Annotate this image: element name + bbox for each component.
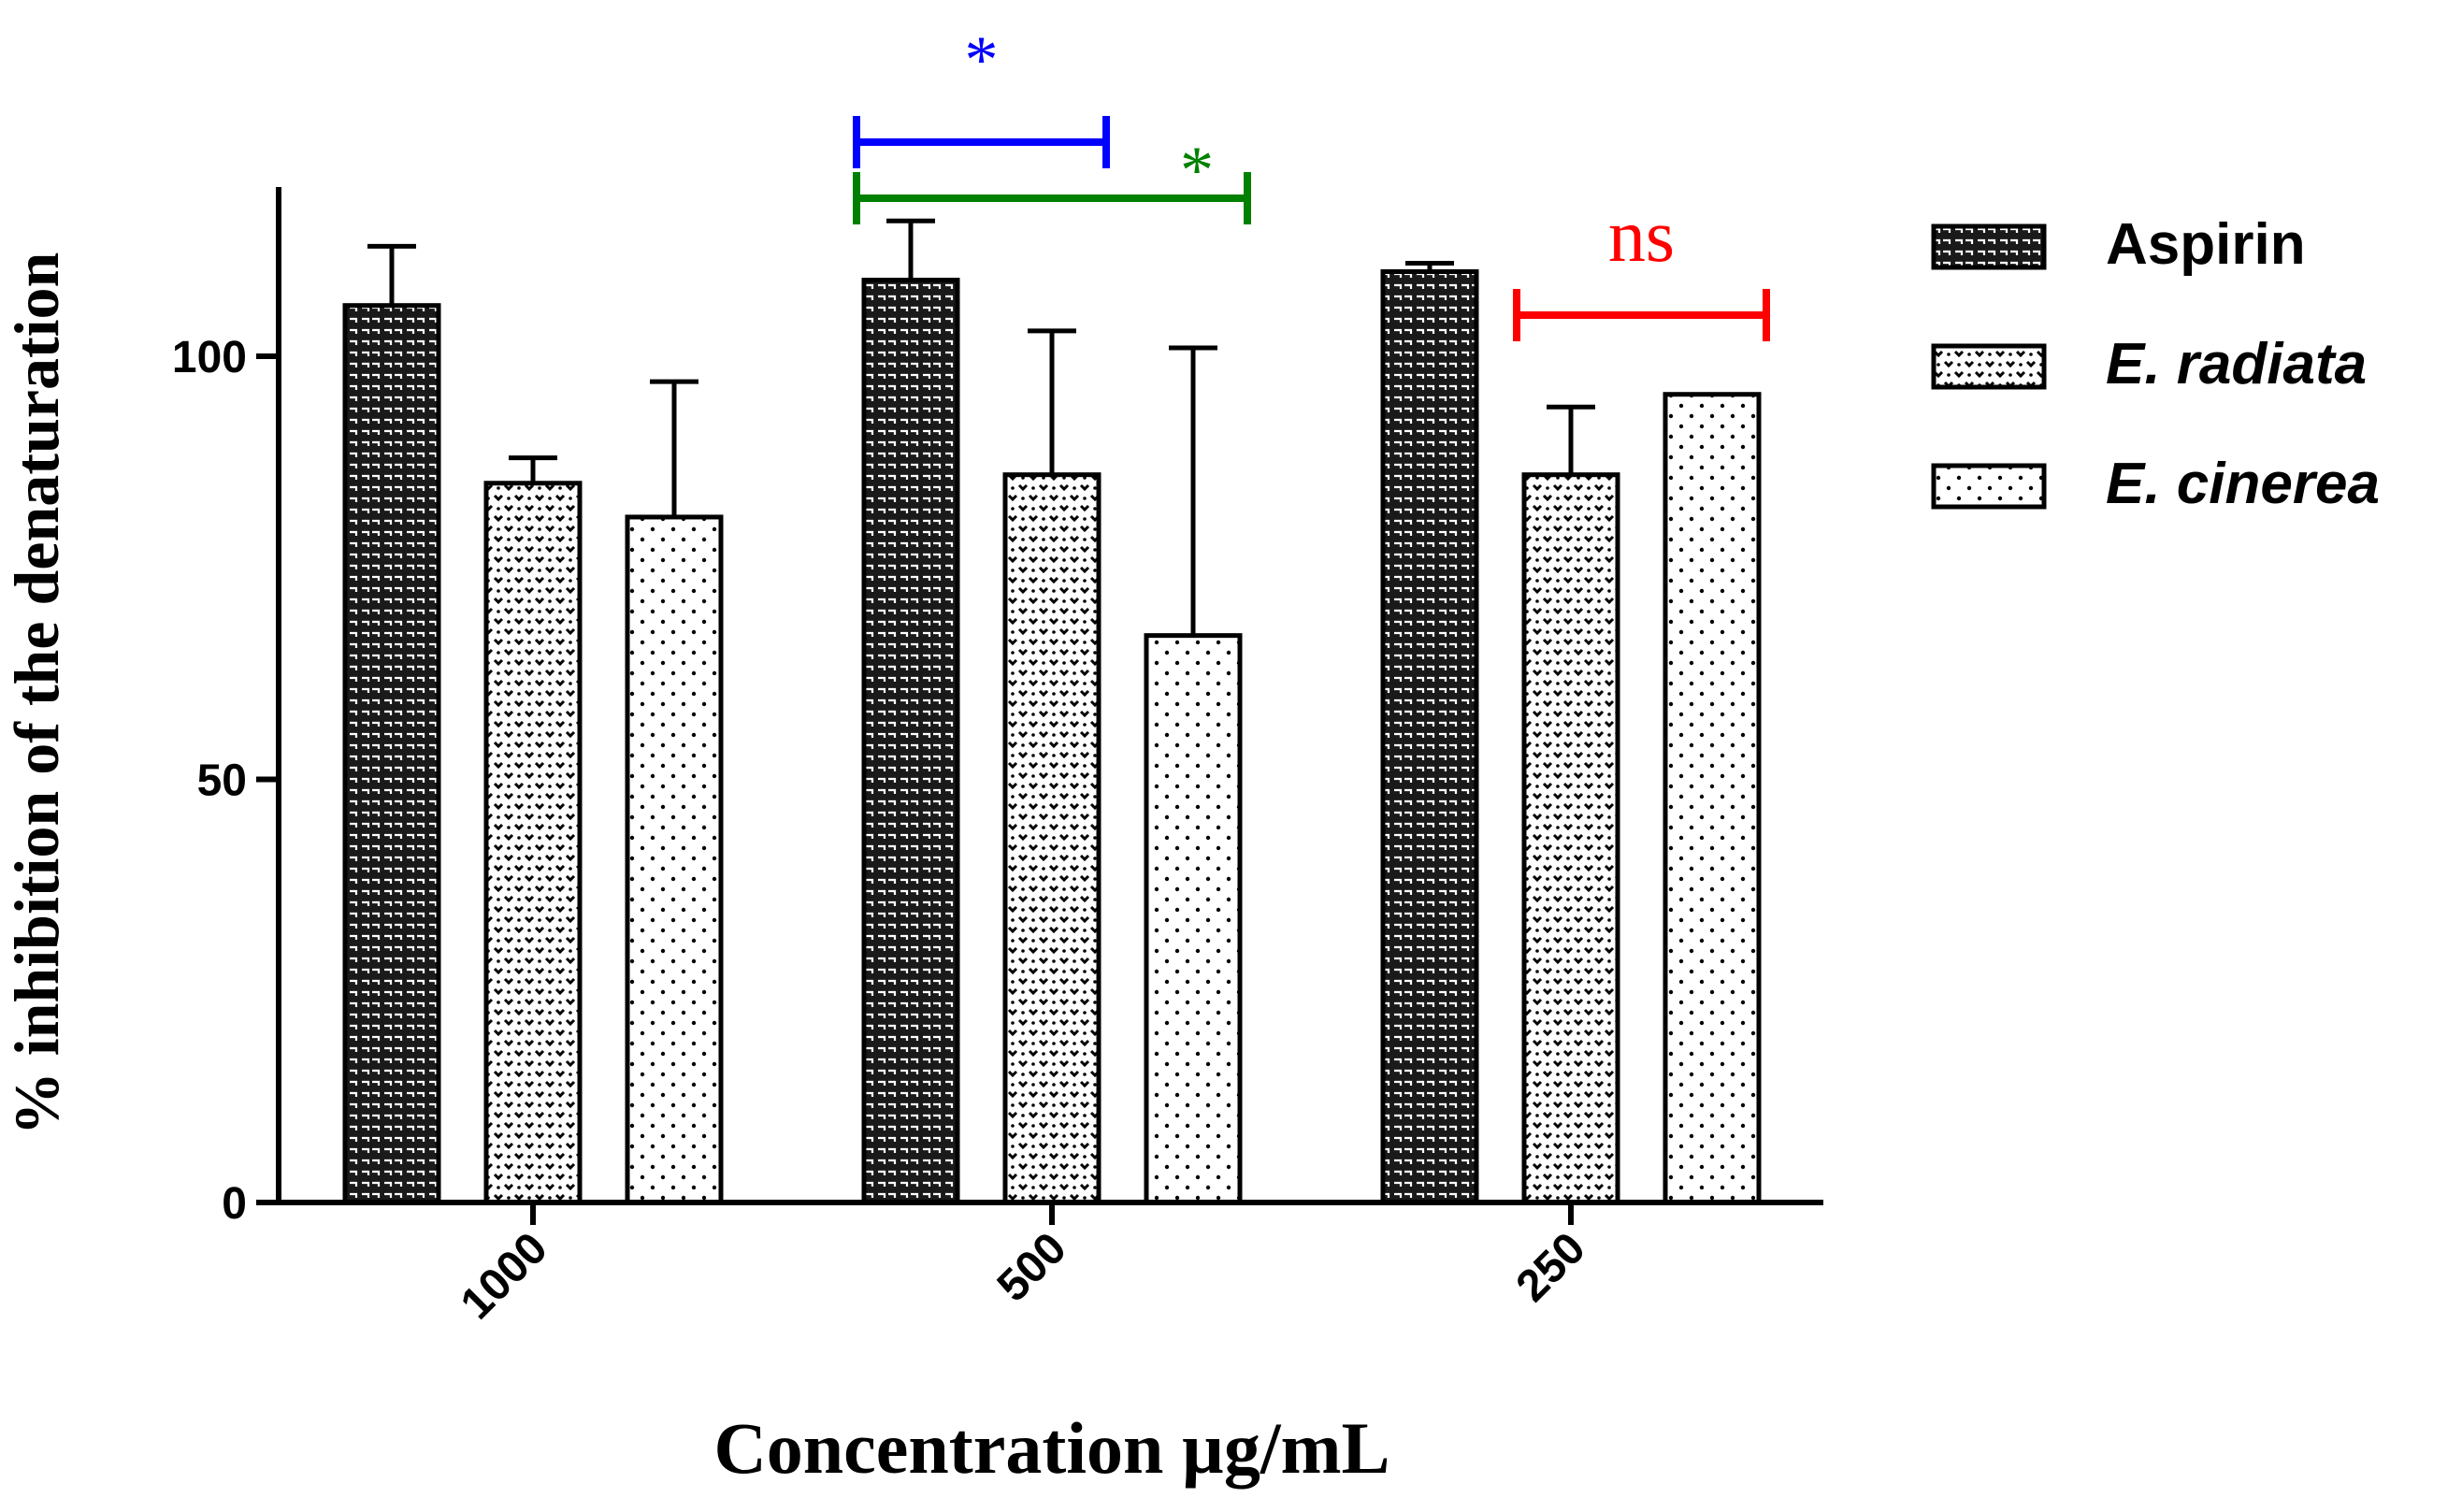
legend-label: Aspirin (2106, 212, 2306, 277)
y-tick-label: 100 (172, 333, 247, 382)
legend-item-aspirin: Aspirin (1931, 212, 2306, 277)
legend-swatch (1931, 223, 2047, 270)
x-axis-title: Concentration µg/mL (713, 1407, 1389, 1489)
significance-annotations: * * ns (853, 22, 1770, 341)
bar-e-cinerea-250 (1663, 392, 1762, 1205)
x-ticks: 1000 500 250 (452, 1202, 1595, 1329)
legend-swatch (1931, 343, 2047, 390)
bar-e-radiata-500 (1002, 472, 1101, 1205)
error-bars-layer (367, 218, 1595, 636)
significance-label: ns (1608, 195, 1675, 278)
legend-label: E. radiata (2106, 332, 2367, 396)
y-ticks: 0 50 100 (172, 333, 279, 1229)
significance-bracket: * (853, 22, 1110, 168)
bar-e-radiata-1000 (483, 481, 583, 1205)
legend-item-e-radiata: E. radiata (1931, 332, 2367, 396)
y-tick-label: 0 (222, 1179, 247, 1229)
y-axis-title: % inhibition of the denaturation (1, 252, 72, 1136)
bar-aspirin-250 (1380, 269, 1479, 1205)
bar-e-cinerea-500 (1144, 633, 1243, 1205)
bar-aspirin-1000 (342, 303, 441, 1205)
y-tick-label: 50 (197, 756, 247, 806)
x-tick-label: 250 (1507, 1223, 1595, 1311)
legend: Aspirin E. radiata E. cinerea (1931, 212, 2380, 516)
significance-bracket: * (853, 133, 1251, 224)
legend-item-e-cinerea: E. cinerea (1931, 452, 2380, 516)
legend-label: E. cinerea (2106, 452, 2380, 516)
bar-e-radiata-250 (1521, 472, 1620, 1205)
bar-aspirin-500 (861, 278, 960, 1205)
significance-label: * (1180, 133, 1214, 208)
significance-label: * (965, 22, 999, 97)
x-tick-label: 1000 (452, 1223, 557, 1329)
bar-e-cinerea-1000 (625, 514, 724, 1205)
x-tick-label: 500 (988, 1223, 1076, 1311)
significance-bracket: ns (1513, 195, 1770, 341)
legend-swatch (1931, 463, 2047, 510)
